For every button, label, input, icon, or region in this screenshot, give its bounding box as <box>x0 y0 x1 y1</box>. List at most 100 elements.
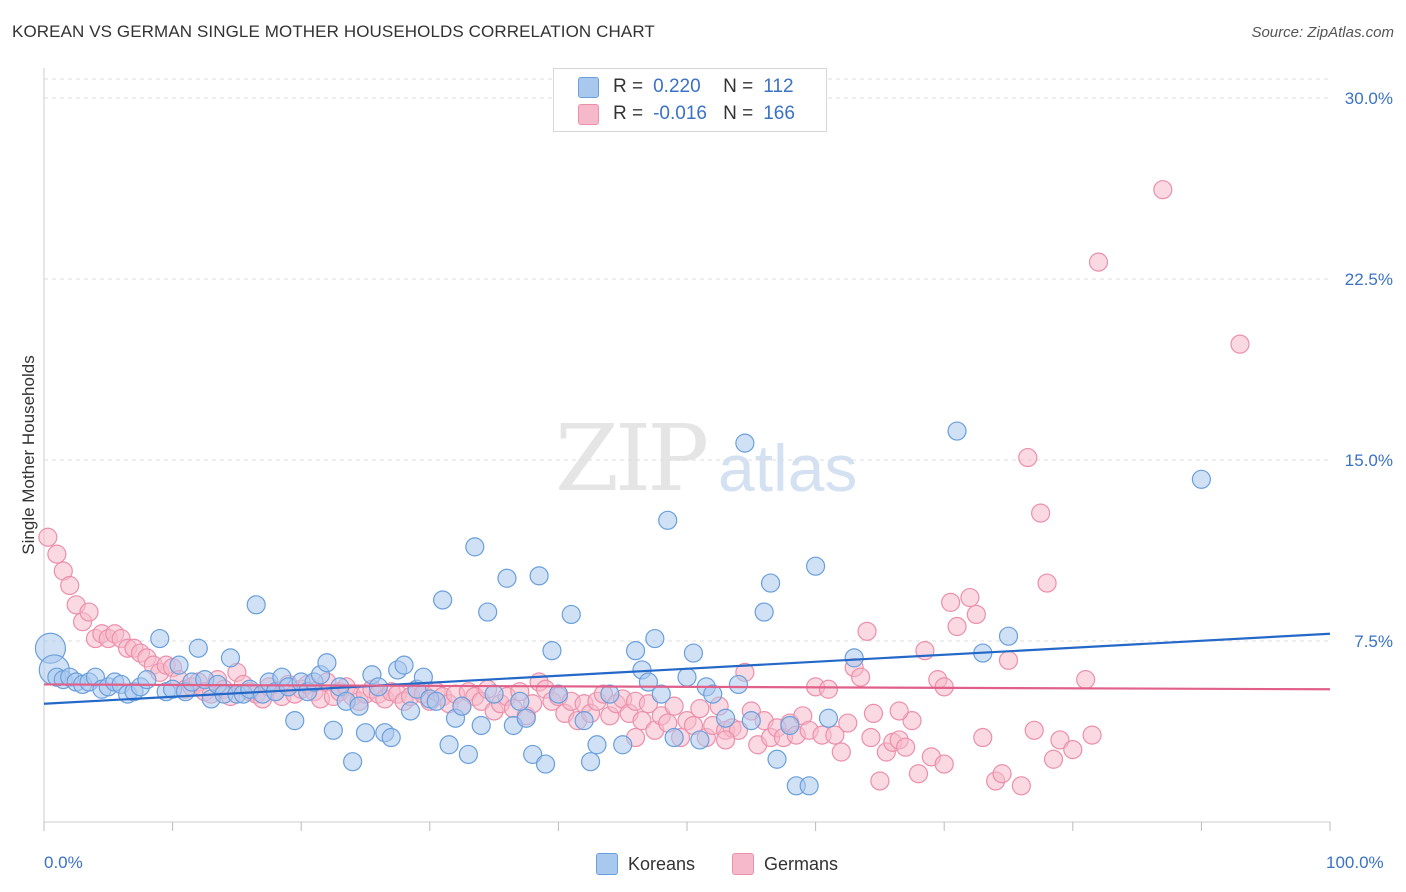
korean-point <box>458 744 478 765</box>
korean-point <box>947 421 967 441</box>
german-point <box>1088 252 1109 272</box>
german-point <box>941 592 961 612</box>
german-point <box>1082 725 1102 745</box>
korean-point <box>510 691 530 711</box>
y-tick-labels: 7.5% 15.0% 22.5% 30.0% <box>1345 89 1393 651</box>
chart-title: KOREAN VS GERMAN SINGLE MOTHER HOUSEHOLD… <box>12 22 655 41</box>
korean-point <box>767 749 787 769</box>
korean-point <box>587 735 607 755</box>
korean-point <box>285 711 305 731</box>
german-point <box>863 703 884 724</box>
axes <box>43 68 1331 831</box>
german-point <box>838 713 858 733</box>
korean-point <box>658 510 678 530</box>
german-point <box>896 737 916 757</box>
german-point <box>690 698 710 719</box>
german-point <box>870 771 890 791</box>
n-value: 112 <box>763 76 794 97</box>
korean-point <box>394 655 414 675</box>
korean-point <box>542 641 562 661</box>
korean-point <box>343 752 363 772</box>
korean-point <box>690 730 710 750</box>
n-label: N = <box>723 103 754 124</box>
korean-point <box>317 653 337 673</box>
korean-point <box>574 711 594 731</box>
n-label: N = <box>723 76 754 97</box>
korean-point <box>426 691 446 711</box>
korean-point <box>677 667 697 687</box>
korean-point <box>780 715 800 736</box>
german-point <box>960 587 980 608</box>
korean-point <box>805 556 826 576</box>
german-point <box>966 604 986 625</box>
korean-point <box>246 595 266 615</box>
german-point <box>1018 447 1038 468</box>
korean-point <box>548 684 569 704</box>
german-point <box>1076 670 1096 690</box>
korean-point <box>683 643 704 663</box>
german-point <box>47 544 67 564</box>
korean-point <box>529 566 549 586</box>
trend-lines <box>43 632 1331 705</box>
korean-point <box>613 735 633 755</box>
korean-point <box>433 590 453 610</box>
legend-row-germans: R = -0.016 N = 166 <box>578 102 795 126</box>
korean-point <box>484 684 504 704</box>
german-point <box>1050 730 1070 750</box>
korean-point <box>535 754 556 774</box>
korean-point <box>580 752 601 772</box>
korean-point <box>355 723 376 743</box>
korean-point <box>741 711 761 731</box>
german-point <box>38 527 58 547</box>
korean-point <box>220 648 241 668</box>
korean-point <box>703 684 723 704</box>
german-point <box>1043 749 1064 769</box>
watermark-zip: ZIP <box>555 405 709 512</box>
korean-point <box>645 628 665 649</box>
german-point <box>60 575 80 596</box>
korean-point <box>400 701 421 721</box>
korean-point <box>561 604 581 625</box>
german-point <box>992 764 1012 784</box>
german-point <box>889 701 909 721</box>
legend-row-koreans: R = 0.220 N = 112 <box>578 75 794 99</box>
german-point <box>1153 180 1173 200</box>
stats-legend: R = 0.220 N = 112 R = -0.016 N = 166 <box>553 68 827 132</box>
german-point <box>861 727 881 748</box>
german-point <box>1230 334 1250 354</box>
german-point <box>632 711 652 731</box>
korean-point <box>150 628 170 649</box>
korean-point <box>1191 469 1212 489</box>
german-point <box>1037 573 1057 593</box>
german-point <box>998 650 1019 670</box>
german-point <box>1011 776 1031 796</box>
germans-legend-label: Germans <box>764 853 839 874</box>
bottom-legend-germans: Germans <box>732 852 838 876</box>
y-tick-label: 30.0% <box>1345 89 1393 108</box>
german-point <box>908 764 929 784</box>
korean-point <box>651 684 671 704</box>
german-point <box>947 616 967 637</box>
korean-point <box>600 684 620 704</box>
german-point <box>1063 739 1083 760</box>
koreans-legend-label: Koreans <box>628 853 696 874</box>
grid-lines <box>44 78 1330 642</box>
y-tick-label: 7.5% <box>1354 632 1393 651</box>
korean-point <box>818 708 839 728</box>
german-point <box>902 711 922 731</box>
german-point <box>79 602 99 622</box>
korean-point <box>760 573 781 593</box>
german-point <box>973 727 993 748</box>
korean-point <box>715 708 736 728</box>
korean-point <box>754 602 774 622</box>
korean-point <box>452 696 472 716</box>
german-point <box>934 754 954 774</box>
korean-point <box>349 696 369 716</box>
korean-point <box>497 568 517 588</box>
korean-point <box>439 735 459 755</box>
german-point <box>825 725 845 745</box>
german-point <box>851 667 871 687</box>
korean-point <box>998 626 1019 646</box>
r-label: R = <box>613 103 644 124</box>
